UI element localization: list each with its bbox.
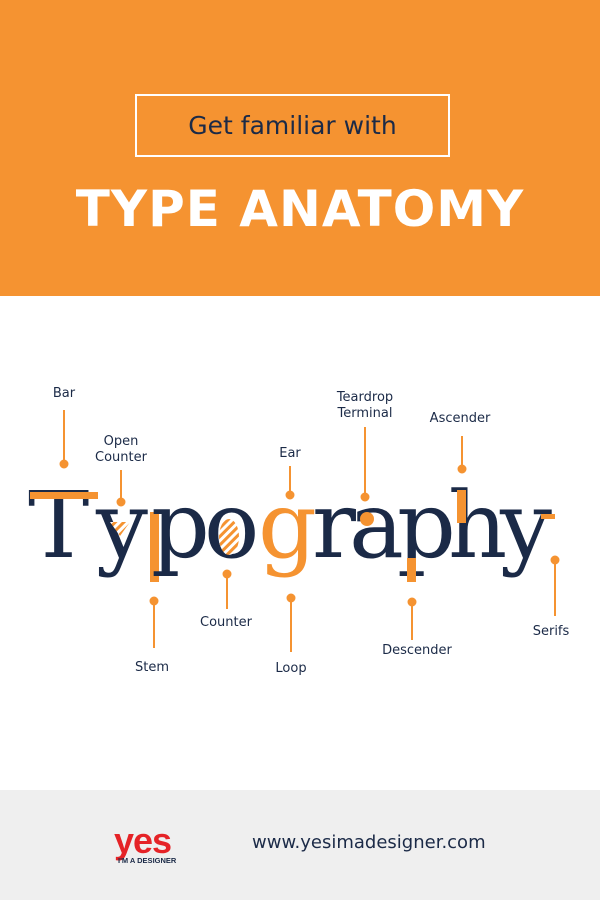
- label-loop: Loop: [275, 661, 307, 676]
- typography-word: T y p o g r a p h y: [28, 472, 555, 582]
- letter-r: r: [312, 472, 356, 579]
- logo-wordmark: yes: [114, 820, 172, 861]
- stem-highlight: [150, 512, 159, 582]
- label-serifs: Serifs: [532, 624, 570, 639]
- teardrop-highlight: [360, 512, 374, 526]
- counter-highlight: [219, 519, 239, 555]
- footer: yes I'M A DESIGNER www.yesimadesigner.co…: [0, 790, 600, 900]
- bar-leader-dot: [59, 459, 69, 469]
- letter-h: h: [448, 472, 507, 579]
- typography-illustration: T y p o g r a p h y: [28, 410, 560, 652]
- ascender-leader-dot: [457, 464, 467, 474]
- letter-a: a: [349, 472, 404, 579]
- open-counter-highlight: [110, 522, 130, 536]
- leader-lines: [59, 410, 560, 652]
- letter-g: g: [258, 472, 317, 579]
- ascender-highlight: [457, 490, 466, 523]
- label-ear: Ear: [279, 446, 301, 461]
- subtitle-box: Get familiar with: [135, 94, 450, 157]
- label-ascender: Ascender: [429, 411, 491, 426]
- bar-highlight: [30, 492, 98, 499]
- label-teardrop-terminal: Teardrop Terminal: [337, 390, 393, 422]
- page-title: TYPE ANATOMY: [75, 180, 525, 238]
- ear-leader-dot: [285, 490, 295, 500]
- letter-p-2: p: [397, 472, 456, 579]
- logo-tagline: I'M A DESIGNER: [118, 856, 177, 865]
- label-teardrop-terminal-line2: Terminal: [337, 406, 393, 421]
- label-open-counter: Open Counter: [95, 434, 147, 466]
- letter-p: p: [151, 472, 210, 579]
- label-bar: Bar: [52, 386, 76, 401]
- label-open-counter-line2: Counter: [95, 450, 147, 465]
- label-open-counter-line1: Open: [103, 434, 139, 449]
- letter-y-2: y: [499, 472, 552, 579]
- descender-highlight: [407, 558, 416, 582]
- type-anatomy-diagram: T y p o g r a p h y: [0, 296, 600, 790]
- header-banner: Get familiar with TYPE ANATOMY: [0, 0, 600, 296]
- label-descender: Descender: [382, 643, 452, 658]
- serif-highlight: [541, 514, 555, 519]
- website-link[interactable]: www.yesimadesigner.com: [252, 832, 486, 853]
- letter-T: T: [28, 472, 89, 579]
- teardrop-terminal-leader-dot: [360, 492, 370, 502]
- label-stem: Stem: [134, 660, 170, 675]
- label-counter: Counter: [200, 615, 252, 630]
- brand-logo[interactable]: yes I'M A DESIGNER: [114, 820, 196, 866]
- open-counter-leader-dot: [116, 497, 126, 507]
- label-teardrop-terminal-line1: Teardrop: [336, 390, 394, 405]
